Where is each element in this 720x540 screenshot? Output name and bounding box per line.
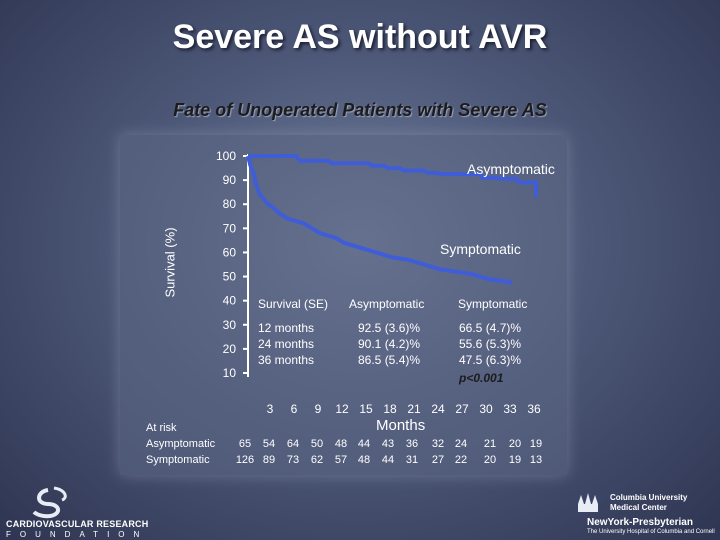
stats-period: 12 months <box>258 321 315 335</box>
x-tick-label: 24 <box>431 402 445 416</box>
at-risk-value: 24 <box>454 438 468 450</box>
crf-foundation: FOUNDATION <box>6 530 149 539</box>
columbia-crown-icon <box>578 493 598 512</box>
at-risk-value: 32 <box>431 438 445 450</box>
symptomatic-label: Symptomatic <box>440 241 521 257</box>
series-line-asymptomatic <box>248 154 538 197</box>
x-tick-label: 12 <box>335 402 349 416</box>
at-risk-value: 13 <box>529 454 543 466</box>
at-risk-value: 50 <box>310 438 324 450</box>
columbia-name: Columbia University <box>610 493 688 502</box>
asymptomatic-label: Asymptomatic <box>467 161 555 177</box>
x-tick-label: 15 <box>359 402 373 416</box>
at-risk-value: 43 <box>381 438 395 450</box>
at-risk-value: 20 <box>508 438 522 450</box>
columbia-medical-center: Medical Center <box>610 503 667 512</box>
series-line-symptomatic <box>246 155 513 285</box>
stats-period: 36 months <box>258 353 315 367</box>
stats-asym-value: 90.1 (4.2)% <box>358 337 421 351</box>
at-risk-value: 19 <box>508 454 522 466</box>
at-risk-value: 48 <box>334 438 348 450</box>
at-risk-value: 54 <box>262 438 276 450</box>
stats-asym-value: 86.5 (5.4)% <box>358 353 421 367</box>
at-risk-value: 62 <box>310 454 324 466</box>
y-axis: 100 90 80 70 60 50 40 30 20 10 <box>216 149 249 380</box>
stats-header-survival: Survival (SE) <box>258 297 329 311</box>
at-risk-value: 64 <box>286 438 300 450</box>
at-risk-value: 73 <box>286 454 300 466</box>
at-risk-value: 20 <box>483 454 497 466</box>
at-risk-value: 65 <box>238 438 252 450</box>
x-tick-label: 6 <box>291 402 298 416</box>
x-tick-label: 36 <box>527 402 541 416</box>
y-tick-label: 20 <box>223 342 237 356</box>
stats-period: 24 months <box>258 337 315 351</box>
stats-header-symptomatic: Symptomatic <box>458 297 528 311</box>
plot-panel <box>120 135 567 475</box>
at-risk-label: At risk <box>146 422 177 434</box>
x-tick-label: 3 <box>267 402 274 416</box>
nyp-subtitle: The University Hospital of Columbia and … <box>587 529 715 535</box>
crf-logo-icon <box>32 486 67 519</box>
at-risk-value: 126 <box>235 454 255 466</box>
slide-title: Severe AS without AVR <box>172 18 548 56</box>
at-risk-value: 57 <box>334 454 348 466</box>
at-risk-value: 48 <box>357 454 371 466</box>
crf-name: CARDIOVASCULAR RESEARCH <box>6 519 149 529</box>
stats-asym-value: 92.5 (3.6)% <box>358 321 421 335</box>
at-risk-value: 21 <box>483 438 497 450</box>
p-value: p<0.001 <box>459 371 504 385</box>
nyp-name: NewYork-Presbyterian <box>587 517 693 528</box>
at-risk-value: 27 <box>431 454 445 466</box>
at-risk-value: 44 <box>357 438 371 450</box>
x-tick-label: 33 <box>503 402 517 416</box>
at-risk-value: 19 <box>529 438 543 450</box>
at-risk-value: 22 <box>454 454 468 466</box>
y-tick-label: 100 <box>216 149 236 163</box>
y-tick-label: 30 <box>223 318 237 332</box>
y-tick-label: 80 <box>223 197 237 211</box>
y-tick-label: 50 <box>223 270 237 284</box>
stats-sym-value: 66.5 (4.7)% <box>459 321 522 335</box>
x-tick-label: 27 <box>455 402 469 416</box>
x-tick-label: 21 <box>407 402 421 416</box>
stats-header-asymptomatic: Asymptomatic <box>349 297 425 311</box>
at-risk-value: 89 <box>262 454 276 466</box>
x-tick-label: 30 <box>479 402 493 416</box>
at-risk-sym-name: Symptomatic <box>146 454 210 466</box>
at-risk-asym-name: Asymptomatic <box>146 438 216 450</box>
at-risk-value: 44 <box>381 454 395 466</box>
y-tick-label: 60 <box>223 245 237 259</box>
y-tick-label: 40 <box>223 294 237 308</box>
x-tick-label: 18 <box>383 402 397 416</box>
y-tick-label: 10 <box>223 366 237 380</box>
y-tick-label: 70 <box>223 221 237 235</box>
x-axis: 3 6 9 12 15 18 21 24 27 30 33 36 <box>267 402 541 416</box>
x-axis-label: Months <box>376 417 425 434</box>
at-risk-value: 31 <box>405 454 419 466</box>
y-tick-label: 90 <box>223 173 237 187</box>
x-tick-label: 9 <box>315 402 322 416</box>
series-group <box>246 154 538 285</box>
chart-subtitle: Fate of Unoperated Patients with Severe … <box>173 100 547 120</box>
stats-sym-value: 55.6 (5.3)% <box>459 337 522 351</box>
at-risk-value: 36 <box>405 438 419 450</box>
stats-sym-value: 47.5 (6.3)% <box>459 353 522 367</box>
